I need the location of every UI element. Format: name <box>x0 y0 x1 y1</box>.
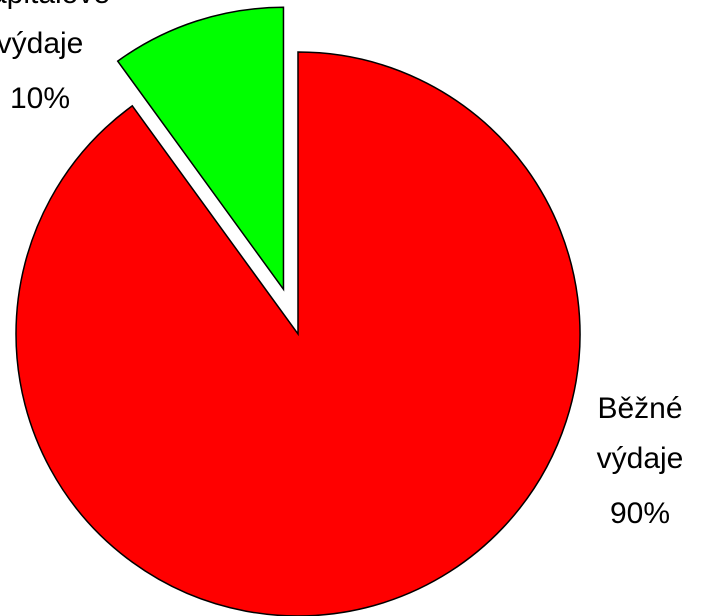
label-line: výdaje <box>597 442 684 475</box>
slice-label: Kapitálové výdaje <box>0 0 110 60</box>
value-label: 10% <box>10 82 70 115</box>
value-label: 90% <box>610 497 670 530</box>
label-line: Běžné <box>597 392 682 425</box>
pie-slice <box>15 51 581 616</box>
slice-label: Běžné výdaje <box>597 392 684 475</box>
label-line: výdaje <box>0 27 83 60</box>
pie-slice <box>116 6 285 292</box>
label-line: Kapitálové <box>0 0 110 10</box>
